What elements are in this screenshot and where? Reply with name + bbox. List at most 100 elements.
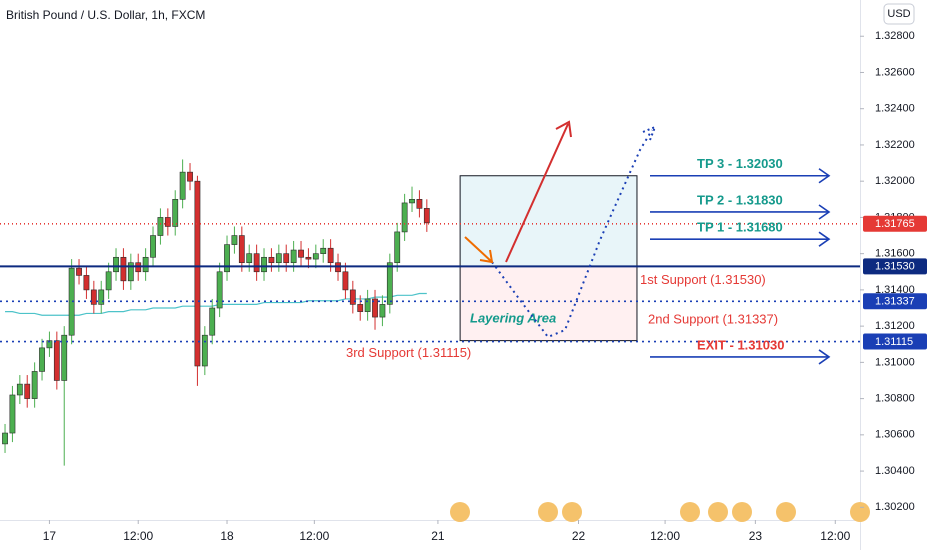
price-tag (863, 333, 927, 350)
up-arrow (505, 123, 569, 263)
candle-body (105, 271, 112, 291)
stop-zone (460, 266, 637, 341)
plot: TP 3 - 1.32030 TP 2 - 1.31830 TP 1 - 1.316… (0, 156, 860, 466)
candle-body (179, 171, 186, 200)
candle-body (46, 340, 53, 349)
candle-body (386, 262, 393, 305)
candle-body (290, 249, 297, 264)
currency-label[interactable]: USD (887, 8, 910, 20)
x-tick-label: 12:00 (650, 529, 680, 543)
candle-body (231, 235, 238, 245)
price-tag (863, 293, 927, 310)
event-icon (450, 502, 470, 522)
x-tick-label: 22 (572, 529, 586, 543)
candle-body (275, 253, 282, 264)
y-tick-label: 1.31200 (875, 320, 915, 332)
candle-body (31, 371, 38, 399)
candle-body (261, 256, 267, 273)
y-tick-label: 1.30200 (875, 501, 915, 513)
candle-body (283, 253, 290, 264)
event-icon (680, 502, 700, 522)
x-tick-label: 12:00 (299, 529, 329, 543)
projection-path (491, 129, 653, 339)
x-tick-label: 23 (749, 529, 763, 543)
candle-body (142, 256, 149, 273)
candle-body (401, 202, 408, 233)
candle-body (83, 275, 90, 291)
entry-arrow (464, 236, 493, 263)
candle-body (423, 208, 430, 224)
position-box-border (459, 175, 638, 342)
candle-body (342, 271, 349, 291)
candle-body (320, 247, 327, 254)
target-label: TP 2 - 1.31830 (697, 192, 783, 207)
target-label: TP 3 - 1.32030 (697, 156, 783, 171)
candle-body (53, 340, 60, 381)
target-label: EXIT - 1.31030 (697, 337, 784, 352)
candle-body (253, 253, 260, 273)
moving-average (5, 292, 427, 316)
entry-arrowhead (479, 249, 494, 264)
y-tick-label: 1.31000 (875, 356, 915, 368)
y-tick-label: 1.31600 (875, 248, 915, 260)
candle-body (76, 267, 82, 276)
candle-body (416, 199, 423, 209)
candle-body (61, 334, 68, 381)
candle-body (216, 271, 223, 309)
candle-body (372, 298, 378, 318)
candle-body (379, 304, 386, 318)
candle-body (157, 217, 164, 236)
support-label: 3rd Support (1.31115) (346, 345, 471, 360)
y-tick-label: 1.32200 (875, 139, 915, 151)
candle-body (201, 334, 208, 367)
candle-body (98, 289, 105, 305)
y-tick-label: 1.32000 (875, 175, 915, 187)
support-label: 2nd Support (1.31337) (648, 312, 778, 327)
candle-body (298, 249, 304, 258)
x-tick-label: 12:00 (123, 529, 153, 543)
event-icon (562, 502, 582, 522)
y-tick-label: 1.30800 (875, 393, 915, 405)
y-tick-label: 1.30400 (875, 465, 915, 477)
candle-body (39, 347, 45, 372)
candle-body (120, 256, 127, 282)
y-tick-label: 1.32600 (875, 66, 915, 78)
target-arrowhead (818, 168, 831, 184)
event-icon (850, 502, 870, 522)
currency-button[interactable] (883, 3, 915, 25)
candle-body (16, 383, 23, 396)
candle-body (224, 244, 230, 273)
candle-body (268, 256, 275, 264)
price-tag-label: 1.31765 (875, 218, 915, 230)
candle-body (172, 199, 179, 227)
candle-body (2, 432, 8, 445)
candle-body (150, 235, 156, 258)
chart-title: British Pound / U.S. Dollar, 1h, FXCM (6, 8, 205, 22)
candle-body (127, 262, 134, 282)
target-zone (460, 175, 637, 267)
x-tick-label: 18 (220, 529, 234, 543)
event-icon (708, 502, 728, 522)
candle-body (246, 253, 253, 264)
candle-body (113, 256, 119, 273)
event-icon (538, 502, 558, 522)
candle-body (24, 383, 31, 399)
candle-body (68, 267, 75, 336)
candle-body (90, 289, 97, 305)
x-tick-label: 17 (43, 529, 57, 543)
candle-body (9, 394, 16, 434)
x-tick-label: 21 (431, 529, 445, 543)
candle-body (305, 256, 312, 260)
support-label: 1st Support (1.31530) (640, 272, 766, 287)
event-icon (776, 502, 796, 522)
y-tick-label: 1.30600 (875, 429, 915, 441)
price-tag (863, 258, 927, 275)
candle-body (357, 304, 364, 312)
annotation: Layering Area (470, 310, 556, 325)
target-label: TP 1 - 1.31680 (697, 220, 783, 235)
target-arrowhead (818, 204, 831, 220)
event-icon (732, 502, 752, 522)
candle-body (209, 307, 216, 336)
